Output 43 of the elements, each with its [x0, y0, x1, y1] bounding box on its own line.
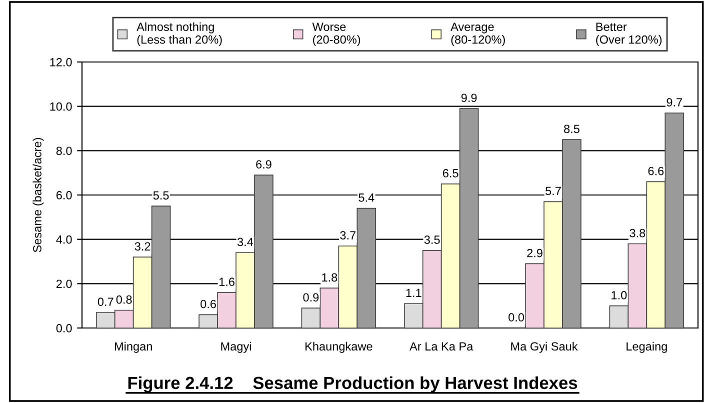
data-label: 3.2 [134, 242, 150, 251]
data-label: 6.9 [256, 160, 272, 169]
data-label: 0.0 [508, 313, 524, 322]
data-label: 9.9 [461, 94, 477, 102]
legend-label: Average (80-120%) [450, 22, 505, 46]
y-tick-label: 4.0 [56, 235, 72, 244]
data-label: 6.5 [442, 169, 458, 178]
text: Figure 2.4.12 Sesame Production by Harvest Indexes [128, 376, 578, 393]
y-tick-label: 10.0 [50, 102, 72, 111]
data-label: 5.4 [358, 194, 374, 202]
x-tick-label: Khaungkawe [306, 342, 372, 353]
x-tick-label: Ma Gyi Sauk [511, 342, 578, 353]
data-label: 0.9 [303, 293, 319, 302]
data-label: 3.7 [340, 231, 356, 240]
x-tick-label: Magyi [221, 342, 251, 353]
data-label: 3.8 [630, 228, 646, 238]
y-tick-label: 8.0 [56, 146, 72, 156]
x-tick-label: Legaing [626, 342, 667, 353]
data-label: 9.7 [666, 98, 682, 106]
legend-label: Worse (20-80%) [312, 22, 360, 46]
data-label: 3.4 [237, 238, 254, 246]
y-tick-label: 12.0 [50, 58, 72, 66]
data-label: 3.5 [424, 236, 440, 244]
data-label: 5.7 [546, 186, 561, 196]
data-label: 1.6 [219, 278, 234, 286]
y-tick-label: 2.0 [56, 280, 72, 288]
data-label: 6.6 [648, 166, 664, 176]
y-axis-title: Sesame (basket/acre) [32, 138, 44, 252]
legend-label: Better (Over 120%) [596, 22, 662, 46]
data-label: 1.0 [612, 290, 627, 300]
data-label: 1.1 [406, 288, 422, 297]
data-label: 0.6 [200, 300, 216, 308]
y-tick-label: 6.0 [56, 191, 72, 200]
data-label: 0.7 [98, 298, 114, 306]
data-label: 5.5 [153, 191, 169, 200]
data-label: 1.8 [322, 273, 338, 282]
data-label: 0.8 [116, 295, 132, 304]
legend-label: Almost nothing (Less than 20%) [136, 22, 222, 46]
data-label: 2.9 [527, 248, 542, 258]
x-tick-label: Ar La Ka Pa [410, 342, 474, 351]
y-tick-label: 0.0 [56, 324, 72, 332]
x-tick-label: Mingan [114, 342, 152, 353]
data-label: 8.5 [564, 124, 580, 134]
